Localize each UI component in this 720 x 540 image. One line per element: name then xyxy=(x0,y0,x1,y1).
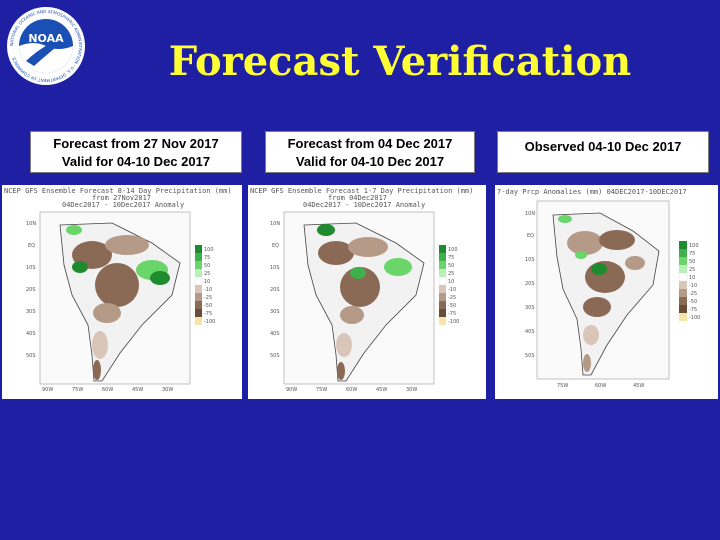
svg-text:60W: 60W xyxy=(102,387,113,393)
logo-text: NOAA xyxy=(28,32,64,45)
svg-text:100: 100 xyxy=(448,247,458,253)
anomaly-shading-1 xyxy=(66,225,170,380)
anomaly-shading-3 xyxy=(558,215,645,372)
caption-1-line2: Valid for 04-10 Dec 2017 xyxy=(61,154,211,169)
svg-text:-50: -50 xyxy=(204,303,212,309)
svg-text:EQ: EQ xyxy=(28,243,35,249)
svg-text:10: 10 xyxy=(448,279,454,285)
svg-text:10N: 10N xyxy=(270,221,280,227)
svg-text:-75: -75 xyxy=(448,311,456,317)
svg-text:60W: 60W xyxy=(346,387,357,393)
svg-text:50S: 50S xyxy=(270,353,280,359)
svg-text:30S: 30S xyxy=(26,309,36,315)
svg-text:40S: 40S xyxy=(270,331,280,337)
map-2-subtitle2: 04Dec2017 - 10Dec2017 Anomaly xyxy=(303,201,425,209)
svg-text:45W: 45W xyxy=(132,387,143,393)
svg-text:-100: -100 xyxy=(448,319,459,325)
map-2-subtitle: from 04Dec2017 xyxy=(328,194,387,202)
svg-text:90W: 90W xyxy=(42,387,53,393)
svg-text:75W: 75W xyxy=(557,383,568,389)
svg-text:100: 100 xyxy=(689,243,699,249)
svg-text:100: 100 xyxy=(204,247,214,253)
svg-text:EQ: EQ xyxy=(527,233,534,239)
svg-text:-50: -50 xyxy=(448,303,456,309)
page-title: Forecast Verification xyxy=(168,38,632,85)
legend-2: 100 75 50 25 10 -10 -25 -50 -75 -100 xyxy=(438,245,459,325)
svg-text:50: 50 xyxy=(448,263,454,269)
caption-2-line2: Valid for 04-10 Dec 2017 xyxy=(295,154,445,169)
svg-text:75W: 75W xyxy=(72,387,83,393)
anomaly-shading-2 xyxy=(317,224,412,380)
svg-text:10: 10 xyxy=(204,279,210,285)
svg-text:20S: 20S xyxy=(525,281,535,287)
map-1-subtitle: from 27Nov2017 xyxy=(92,194,151,202)
svg-text:30W: 30W xyxy=(162,387,173,393)
svg-text:50: 50 xyxy=(689,259,695,265)
svg-text:90W: 90W xyxy=(286,387,297,393)
svg-text:50S: 50S xyxy=(525,353,535,359)
svg-text:-25: -25 xyxy=(204,295,212,301)
svg-text:75: 75 xyxy=(448,255,454,261)
svg-text:20S: 20S xyxy=(270,287,280,293)
svg-text:25: 25 xyxy=(689,267,695,273)
svg-text:-100: -100 xyxy=(204,319,215,325)
svg-text:25: 25 xyxy=(448,271,454,277)
caption-panel-2: Forecast from 04 Dec 2017 Valid for 04-1… xyxy=(265,131,475,173)
caption-panel-3: Observed 04-10 Dec 2017 xyxy=(497,131,709,173)
observed-map: 7-day Prcp Anomalies (mm) 04DEC2017-10DE… xyxy=(495,185,718,399)
svg-text:30S: 30S xyxy=(525,305,535,311)
caption-1-line1: Forecast from 27 Nov 2017 xyxy=(53,136,219,151)
svg-text:45W: 45W xyxy=(376,387,387,393)
svg-text:30S: 30S xyxy=(270,309,280,315)
svg-text:40S: 40S xyxy=(525,329,535,335)
noaa-logo: NOAA NATIONAL OCEANIC AND ATMOSPHERIC AD… xyxy=(7,7,85,85)
caption-panel-1: Forecast from 27 Nov 2017 Valid for 04-1… xyxy=(30,131,242,173)
svg-text:-10: -10 xyxy=(204,287,212,293)
svg-text:40S: 40S xyxy=(26,331,36,337)
svg-text:50S: 50S xyxy=(26,353,36,359)
map-3-title: 7-day Prcp Anomalies (mm) 04DEC2017-10DE… xyxy=(497,188,687,196)
svg-text:75: 75 xyxy=(204,255,210,261)
svg-text:20S: 20S xyxy=(26,287,36,293)
svg-text:-25: -25 xyxy=(448,295,456,301)
svg-text:10N: 10N xyxy=(26,221,36,227)
svg-text:75W: 75W xyxy=(316,387,327,393)
svg-text:-10: -10 xyxy=(448,287,456,293)
map-1-subtitle2: 04Dec2017 - 10Dec2017 Anomaly xyxy=(62,201,184,209)
legend-3: 100 75 50 25 10 -10 -25 -50 -75 -100 xyxy=(678,241,700,321)
svg-text:-75: -75 xyxy=(204,311,212,317)
svg-text:-100: -100 xyxy=(689,315,700,321)
svg-text:EQ: EQ xyxy=(272,243,279,249)
forecast-map-1: NCEP GFS Ensemble Forecast 8-14 Day Prec… xyxy=(2,185,242,399)
svg-text:75: 75 xyxy=(689,251,695,257)
svg-text:-75: -75 xyxy=(689,307,697,313)
svg-text:-10: -10 xyxy=(689,283,697,289)
legend-1: 100 75 50 25 10 -10 -25 -50 -75 -100 xyxy=(194,245,215,325)
svg-text:10: 10 xyxy=(689,275,695,281)
svg-text:10S: 10S xyxy=(525,257,535,263)
svg-text:50: 50 xyxy=(204,263,210,269)
svg-text:10S: 10S xyxy=(26,265,36,271)
svg-text:60W: 60W xyxy=(595,383,606,389)
svg-text:10S: 10S xyxy=(270,265,280,271)
map-1-title: NCEP GFS Ensemble Forecast 8-14 Day Prec… xyxy=(4,187,232,195)
svg-text:-50: -50 xyxy=(689,299,697,305)
svg-text:30W: 30W xyxy=(406,387,417,393)
svg-text:-25: -25 xyxy=(689,291,697,297)
forecast-map-2: NCEP GFS Ensemble Forecast 1-7 Day Preci… xyxy=(248,185,486,399)
svg-text:25: 25 xyxy=(204,271,210,277)
svg-text:45W: 45W xyxy=(633,383,644,389)
caption-2-line1: Forecast from 04 Dec 2017 xyxy=(287,136,453,151)
caption-3-line1: Observed 04-10 Dec 2017 xyxy=(524,139,682,154)
svg-text:10N: 10N xyxy=(525,211,535,217)
map-2-title: NCEP GFS Ensemble Forecast 1-7 Day Preci… xyxy=(250,187,473,195)
